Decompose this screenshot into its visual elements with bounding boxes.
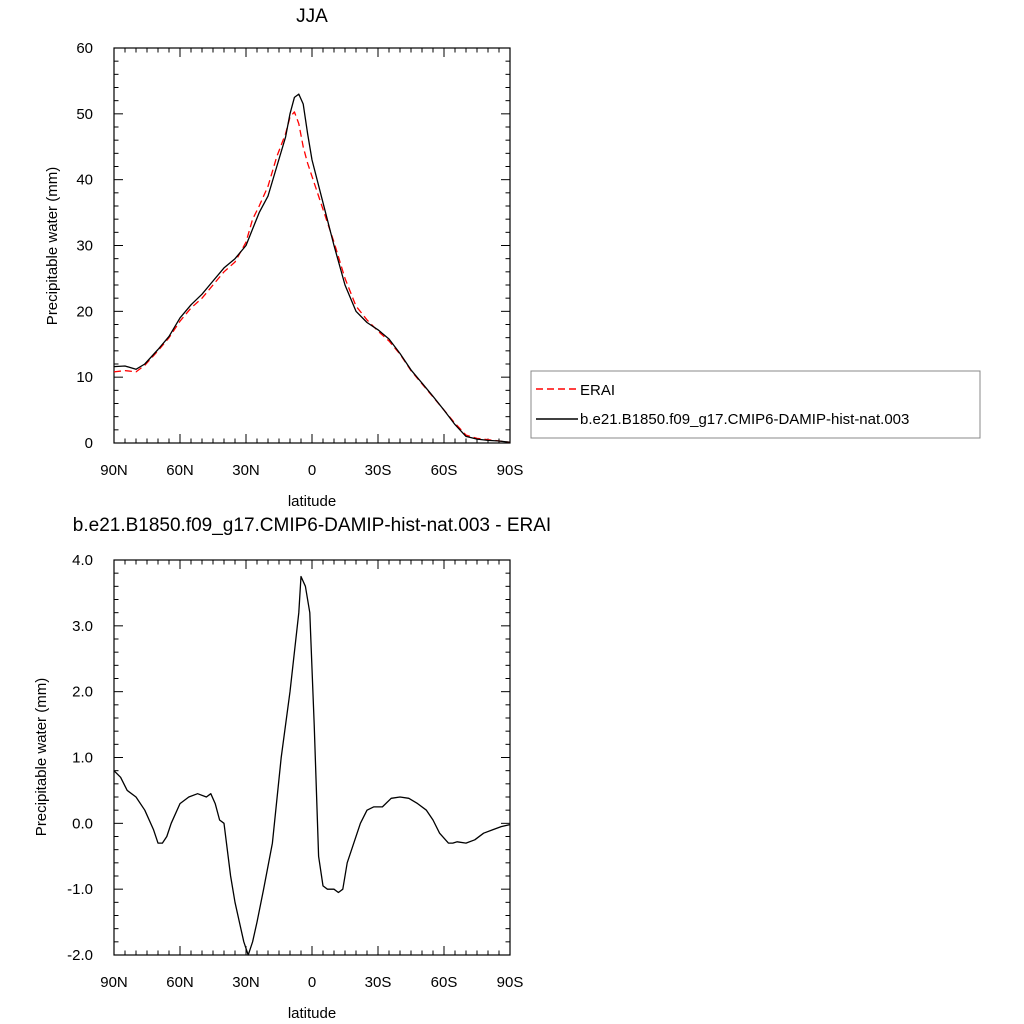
top-x-tick-label: 90S — [497, 462, 524, 479]
top-y-tick-label: 40 — [76, 172, 93, 189]
bottom-x-tick-label: 90N — [100, 974, 128, 991]
top-y-tick-label: 30 — [76, 238, 93, 255]
top-y-tick-label: 50 — [76, 106, 93, 123]
top-y-tick-label: 60 — [76, 40, 93, 57]
top-x-tick-label: 0 — [308, 462, 316, 479]
bottom-x-tick-label: 60N — [166, 974, 194, 991]
top-plot-area: 90N 60N 30N 0 30S 60S 90S 0 10 20 30 40 50 60 — [76, 40, 523, 479]
bottom-chart-title: b.e21.B1850.f09_g17.CMIP6-DAMIP-hist-nat… — [73, 515, 551, 536]
top-series-line-1 — [113, 93, 511, 443]
top-y-tick-label: 0 — [85, 435, 93, 452]
bottom-x-axis-label: latitude — [288, 1005, 336, 1022]
bottom-y-tick-label: 3.0 — [72, 618, 93, 635]
legend-model-label: b.e21.B1850.f09_g17.CMIP6-DAMIP-hist-nat… — [580, 411, 909, 428]
bottom-x-tick-label: 30S — [365, 974, 392, 991]
top-y-axis-label: Precipitable water (mm) — [44, 167, 61, 325]
top-y-tick-label: 10 — [76, 369, 93, 386]
top-x-axis-label: latitude — [288, 493, 336, 510]
top-x-tick-label: 60S — [431, 462, 458, 479]
top-x-tick-label: 90N — [100, 462, 128, 479]
bottom-y-axis-label: Precipitable water (mm) — [33, 678, 50, 836]
top-x-tick-label: 60N — [166, 462, 194, 479]
bottom-plot-frame — [113, 559, 511, 956]
bottom-y-tick-label: 0.0 — [72, 815, 93, 832]
bottom-x-tick-label: 0 — [308, 974, 316, 991]
bottom-series-line-0 — [113, 575, 511, 956]
legend-box — [530, 370, 981, 439]
bottom-x-tick-label: 60S — [431, 974, 458, 991]
top-plot-frame — [113, 47, 511, 444]
top-x-tick-label: 30S — [365, 462, 392, 479]
difference-panel: b.e21.B1850.f09_g17.CMIP6-DAMIP-hist-nat… — [33, 515, 551, 1022]
bottom-y-tick-label: -2.0 — [67, 947, 93, 964]
bottom-y-tick-label: 4.0 — [72, 552, 93, 569]
legend-erai-label: ERAI — [580, 382, 615, 399]
top-chart-title: JJA — [296, 6, 328, 27]
bottom-x-tick-label: 90S — [497, 974, 524, 991]
bottom-x-tick-label: 30N — [232, 974, 260, 991]
top-series-line-0 — [113, 111, 511, 443]
top-x-tick-label: 30N — [232, 462, 260, 479]
bottom-y-tick-label: 2.0 — [72, 684, 93, 701]
bottom-plot-area: 90N 60N 30N 0 30S 60S 90S -2.0 -1.0 0.0 1.0 2.0 3.0 4… — [67, 552, 523, 991]
bottom-y-tick-label: 1.0 — [72, 750, 93, 767]
precipitable-water-panel: JJA 90N 60N 30N 0 30S 60S 90S 0 10 20 30 40 50 60 lat… — [44, 6, 981, 510]
top-y-tick-label: 20 — [76, 303, 93, 320]
legend: ERAI b.e21.B1850.f09_g17.CMIP6-DAMIP-his… — [530, 370, 981, 439]
bottom-y-tick-label: -1.0 — [67, 881, 93, 898]
